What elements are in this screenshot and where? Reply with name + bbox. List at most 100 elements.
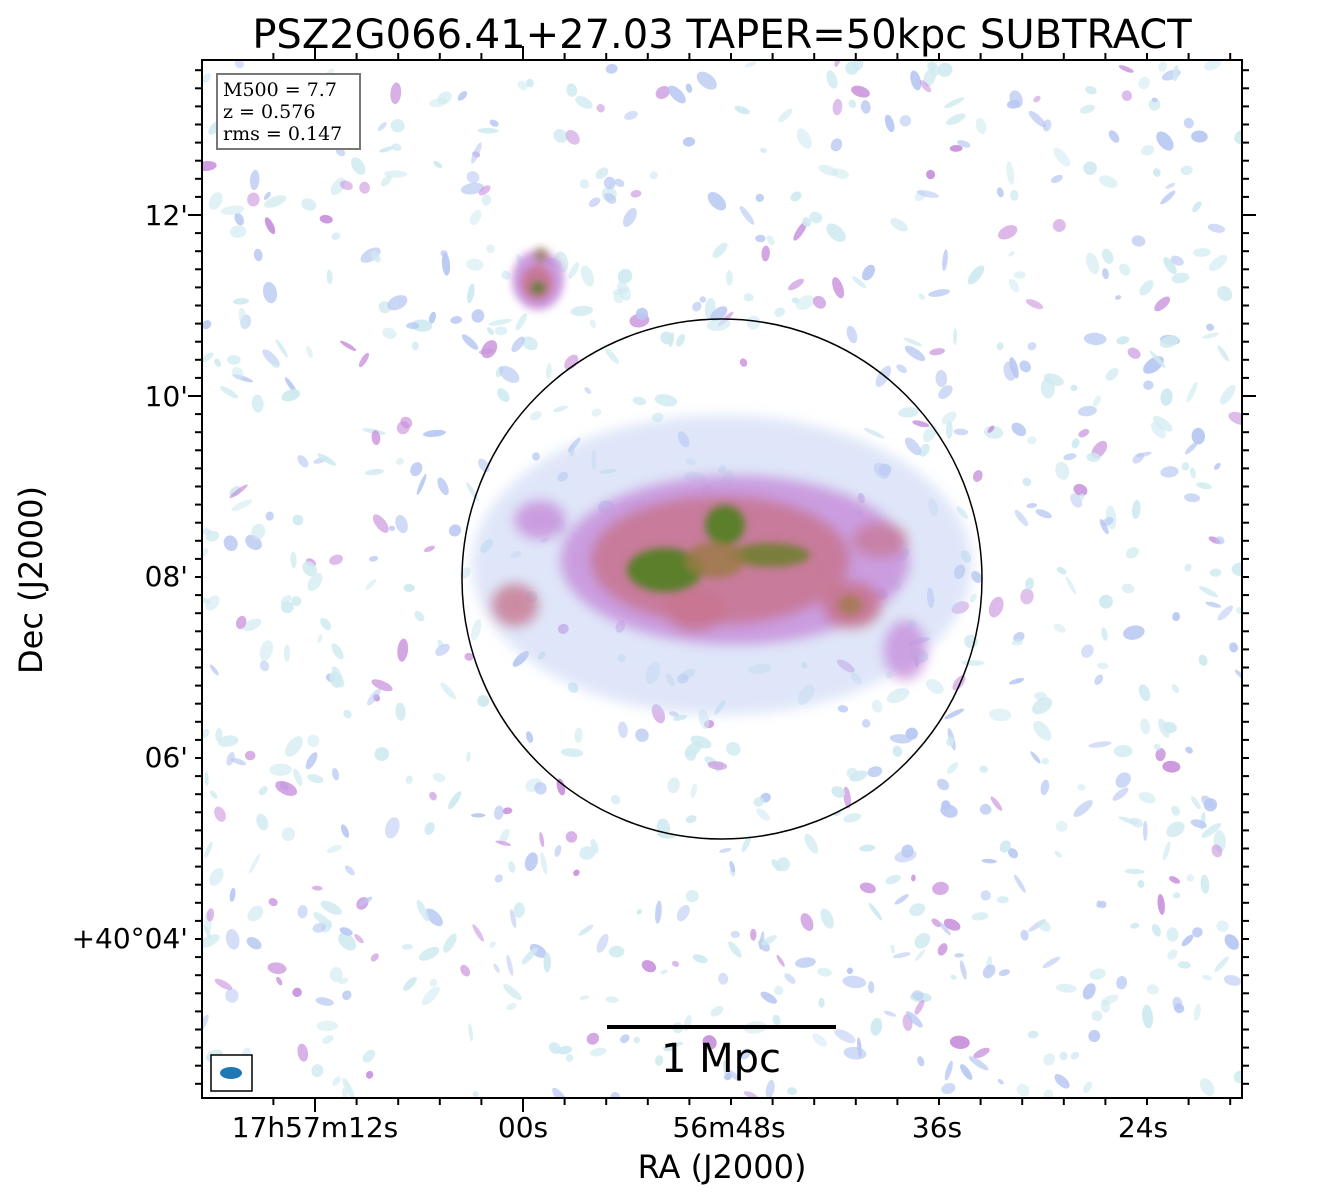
noise-patch — [944, 97, 965, 109]
noise-patch — [1178, 961, 1191, 969]
noise-patch — [358, 352, 370, 368]
noise-patch — [1201, 822, 1222, 838]
noise-patch — [331, 666, 345, 688]
noise-patch — [1151, 97, 1158, 103]
noise-patch — [1022, 477, 1032, 487]
noise-patch — [403, 583, 415, 592]
noise-patch — [937, 62, 953, 77]
noise-patch — [919, 80, 932, 93]
noise-patch — [633, 1036, 641, 1044]
noise-patch — [1184, 441, 1199, 455]
noise-patch — [464, 652, 474, 661]
noise-patch — [390, 82, 402, 104]
noise-patch — [1208, 255, 1228, 272]
noise-patch — [1146, 984, 1159, 995]
noise-patch — [851, 85, 870, 98]
noise-patch — [410, 462, 423, 477]
noise-patch — [766, 235, 775, 246]
noise-patch — [332, 767, 339, 781]
noise-patch — [605, 348, 620, 364]
noise-patch — [1065, 576, 1077, 595]
noise-patch — [489, 940, 496, 949]
noise-patch — [1091, 1010, 1103, 1022]
noise-patch — [1154, 296, 1171, 312]
noise-patch — [998, 969, 1010, 976]
noise-patch — [1206, 323, 1215, 331]
noise-patch — [949, 144, 963, 152]
noise-patch — [360, 247, 381, 263]
noise-patch — [1191, 427, 1206, 445]
noise-patch — [1124, 868, 1145, 875]
noise-patch — [1192, 248, 1211, 257]
noise-patch — [868, 902, 883, 921]
noise-patch — [429, 978, 438, 987]
noise-patch — [230, 757, 247, 766]
noise-patch — [354, 934, 364, 944]
noise-patch — [975, 117, 987, 135]
noise-patch — [941, 411, 957, 425]
noise-patch — [1192, 927, 1203, 938]
noise-patch — [471, 142, 482, 164]
noise-patch — [524, 852, 538, 872]
noise-patch — [586, 1032, 600, 1045]
noise-patch — [208, 192, 223, 210]
noise-patch — [1073, 483, 1088, 496]
noise-patch — [1192, 201, 1202, 213]
noise-patch — [264, 217, 276, 235]
noise-patch — [1138, 76, 1150, 90]
noise-patch — [654, 394, 678, 407]
noise-patch — [894, 849, 917, 863]
noise-patch — [943, 918, 961, 931]
noise-patch — [351, 157, 366, 175]
noise-patch — [385, 817, 400, 839]
noise-patch — [251, 394, 264, 413]
noise-patch — [972, 470, 983, 482]
noise-patch — [1108, 130, 1120, 143]
noise-patch — [776, 954, 785, 967]
noise-patch — [1121, 90, 1133, 102]
core-emission — [627, 505, 862, 615]
noise-patch — [946, 762, 959, 774]
noise-patch — [1185, 746, 1193, 754]
noise-patch — [202, 320, 212, 330]
noise-patch — [953, 428, 969, 436]
noise-patch — [312, 923, 326, 933]
noise-patch — [692, 954, 708, 964]
noise-patch — [1102, 268, 1109, 280]
noise-patch — [886, 688, 910, 704]
noise-patch — [892, 952, 911, 959]
noise-patch — [448, 524, 462, 537]
noise-patch — [726, 270, 733, 286]
info-box-frame — [216, 73, 361, 150]
noise-patch — [339, 180, 353, 191]
noise-patch — [1191, 130, 1208, 143]
noise-patch — [326, 844, 342, 853]
noise-patch — [1215, 536, 1225, 545]
noise-patch — [669, 711, 680, 717]
noise-patch — [1162, 760, 1181, 773]
noise-patch — [774, 307, 786, 317]
noise-patch — [743, 293, 754, 302]
noise-patch — [365, 578, 377, 590]
noise-patch — [730, 930, 740, 938]
noise-patch — [760, 935, 777, 946]
noise-patch — [486, 244, 495, 254]
noise-patch — [340, 340, 357, 351]
noise-patch — [466, 283, 475, 304]
noise-patch — [1129, 922, 1140, 929]
noise-patch — [1027, 436, 1037, 445]
noise-patch — [729, 861, 736, 873]
noise-patch — [1125, 547, 1139, 559]
noise-patch — [235, 615, 247, 630]
noise-patch — [973, 1047, 990, 1059]
x-tick-label: 00s — [498, 1111, 548, 1144]
noise-patch — [809, 211, 823, 224]
noise-patch — [988, 596, 1004, 618]
noise-patch — [221, 205, 245, 215]
noise-patch — [1033, 95, 1041, 103]
noise-patch — [329, 554, 344, 565]
noise-patch — [297, 1043, 309, 1062]
noise-patch — [619, 1034, 630, 1044]
noise-patch — [388, 525, 396, 532]
noise-patch — [262, 349, 280, 367]
